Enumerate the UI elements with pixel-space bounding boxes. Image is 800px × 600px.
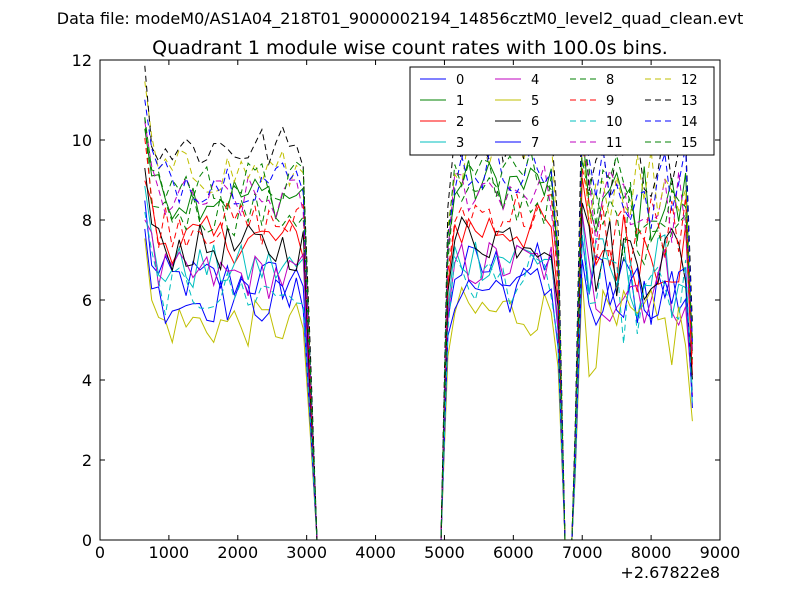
legend-label-0: 0 bbox=[456, 73, 464, 88]
x-tick-label: 0 bbox=[95, 543, 105, 562]
x-axis-offset-label: +2.67822e8 bbox=[620, 563, 720, 582]
series-line-3 bbox=[144, 185, 693, 540]
axes-layer: 0 1000 2000 3000 4000 5000 6000 7000 8000 9000 0 2 4… bbox=[72, 51, 741, 562]
series-line-2 bbox=[144, 177, 693, 540]
x-tick-label: 5000 bbox=[424, 543, 465, 562]
legend-label-12: 12 bbox=[681, 73, 698, 88]
x-tick-label: 3000 bbox=[286, 543, 327, 562]
x-tick-label: 7000 bbox=[562, 543, 603, 562]
legend-label-1: 1 bbox=[456, 94, 464, 109]
legend-label-4: 4 bbox=[531, 73, 539, 88]
y-tick-label: 10 bbox=[72, 131, 92, 150]
legend-label-13: 13 bbox=[681, 94, 698, 109]
legend-label-14: 14 bbox=[681, 115, 698, 130]
legend-label-5: 5 bbox=[531, 94, 539, 109]
x-tick-label: 9000 bbox=[700, 543, 741, 562]
legend-label-11: 11 bbox=[606, 136, 623, 151]
y-tick-label: 2 bbox=[82, 451, 92, 470]
y-tick-label: 6 bbox=[82, 291, 92, 310]
series-line-0 bbox=[144, 200, 693, 540]
legend-label-15: 15 bbox=[681, 136, 698, 151]
y-tick-label: 12 bbox=[72, 51, 92, 70]
y-tick-label: 8 bbox=[82, 211, 92, 230]
x-tick-label: 4000 bbox=[355, 543, 396, 562]
legend-box bbox=[409, 66, 715, 156]
legend-label-10: 10 bbox=[606, 115, 623, 130]
legend-label-9: 9 bbox=[606, 94, 614, 109]
series-line-11 bbox=[144, 121, 693, 540]
x-tick-label: 2000 bbox=[217, 543, 258, 562]
legend-label-3: 3 bbox=[456, 136, 464, 151]
figure-suptitle: Data file: modeM0/AS1A04_218T01_90000021… bbox=[57, 9, 743, 29]
legend-label-2: 2 bbox=[456, 115, 464, 130]
x-tick-label: 1000 bbox=[149, 543, 190, 562]
x-tick-label: 8000 bbox=[631, 543, 672, 562]
chart-title: Quadrant 1 module wise count rates with … bbox=[152, 37, 668, 59]
series-layer bbox=[144, 65, 693, 540]
series-line-9 bbox=[144, 138, 693, 540]
y-tick-label: 4 bbox=[82, 371, 92, 390]
series-line-15 bbox=[144, 117, 693, 540]
series-line-12 bbox=[144, 81, 693, 540]
series-line-6 bbox=[144, 167, 693, 540]
series-line-1 bbox=[144, 128, 693, 540]
x-tick-label: 6000 bbox=[493, 543, 534, 562]
series-line-7 bbox=[144, 228, 693, 540]
legend-label-7: 7 bbox=[531, 136, 539, 151]
series-line-14 bbox=[144, 99, 693, 540]
y-tick-label: 0 bbox=[82, 531, 92, 550]
legend-label-8: 8 bbox=[606, 73, 614, 88]
legend-label-6: 6 bbox=[531, 115, 539, 130]
series-line-8 bbox=[144, 117, 693, 540]
